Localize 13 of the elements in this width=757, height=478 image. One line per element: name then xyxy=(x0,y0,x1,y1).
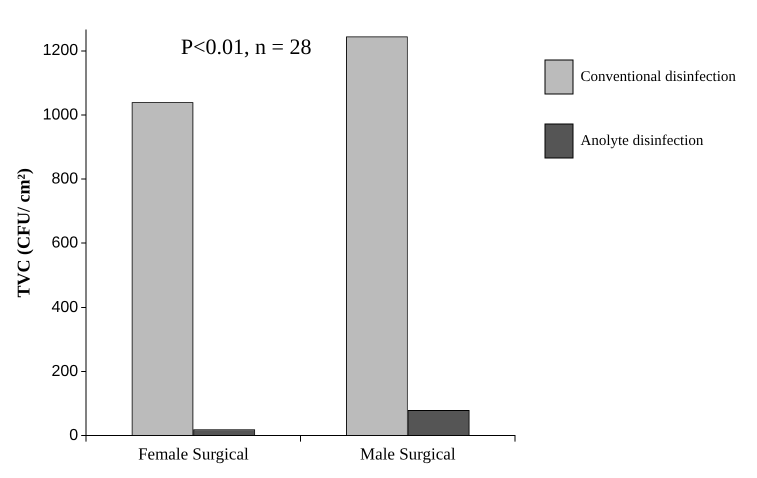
x-tick-label: Male Surgical xyxy=(360,444,456,464)
y-tick-label: 800 xyxy=(51,170,78,188)
y-tick-label: 1200 xyxy=(42,42,78,60)
y-tick-label: 400 xyxy=(51,298,78,316)
y-tick-label: 600 xyxy=(51,234,78,252)
annotation: P<0.01, n = 28 xyxy=(180,34,312,59)
legend-label: Conventional disinfection xyxy=(580,68,736,85)
y-axis-title: TVC (CFU/ cm²) xyxy=(13,168,34,298)
y-tick-label: 200 xyxy=(51,362,78,380)
y-tick-label: 0 xyxy=(69,427,78,444)
legend-label: Anolyte disinfection xyxy=(580,132,704,149)
x-tick-label: Female Surgical xyxy=(138,444,249,464)
y-tick-label: 1000 xyxy=(42,106,78,124)
